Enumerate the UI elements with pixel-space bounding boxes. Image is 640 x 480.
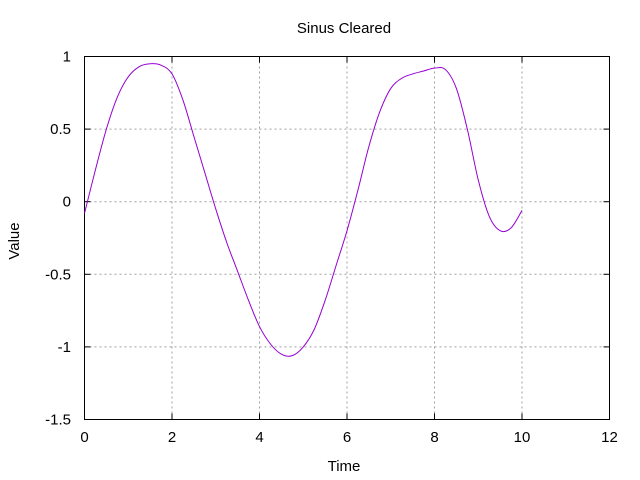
y-tick-label: 0 bbox=[63, 194, 71, 211]
series-line bbox=[84, 63, 523, 357]
y-tick-label: -1.5 bbox=[45, 412, 71, 429]
x-tick-label: 12 bbox=[601, 429, 618, 446]
y-tick-label: 0.5 bbox=[50, 121, 71, 138]
x-axis-label: Time bbox=[328, 458, 361, 475]
y-tick-label: 1 bbox=[63, 49, 71, 66]
x-tick-label: 2 bbox=[168, 429, 176, 446]
y-axis-label: Value bbox=[6, 222, 23, 259]
x-tick-label: 6 bbox=[343, 429, 351, 446]
ticks: 0 2 4 6 8 10 12 1 0.5 0 -0.5 -1 -1.5 bbox=[45, 49, 618, 447]
x-tick-label: 0 bbox=[80, 429, 88, 446]
y-tick-label: -0.5 bbox=[45, 266, 71, 283]
grid bbox=[84, 56, 610, 420]
x-tick-label: 4 bbox=[255, 429, 263, 446]
x-tick-label: 10 bbox=[514, 429, 531, 446]
y-tick-label: -1 bbox=[58, 339, 71, 356]
chart-title: Sinus Cleared bbox=[297, 20, 391, 37]
series-group bbox=[84, 63, 523, 357]
x-tick-label: 8 bbox=[430, 429, 438, 446]
